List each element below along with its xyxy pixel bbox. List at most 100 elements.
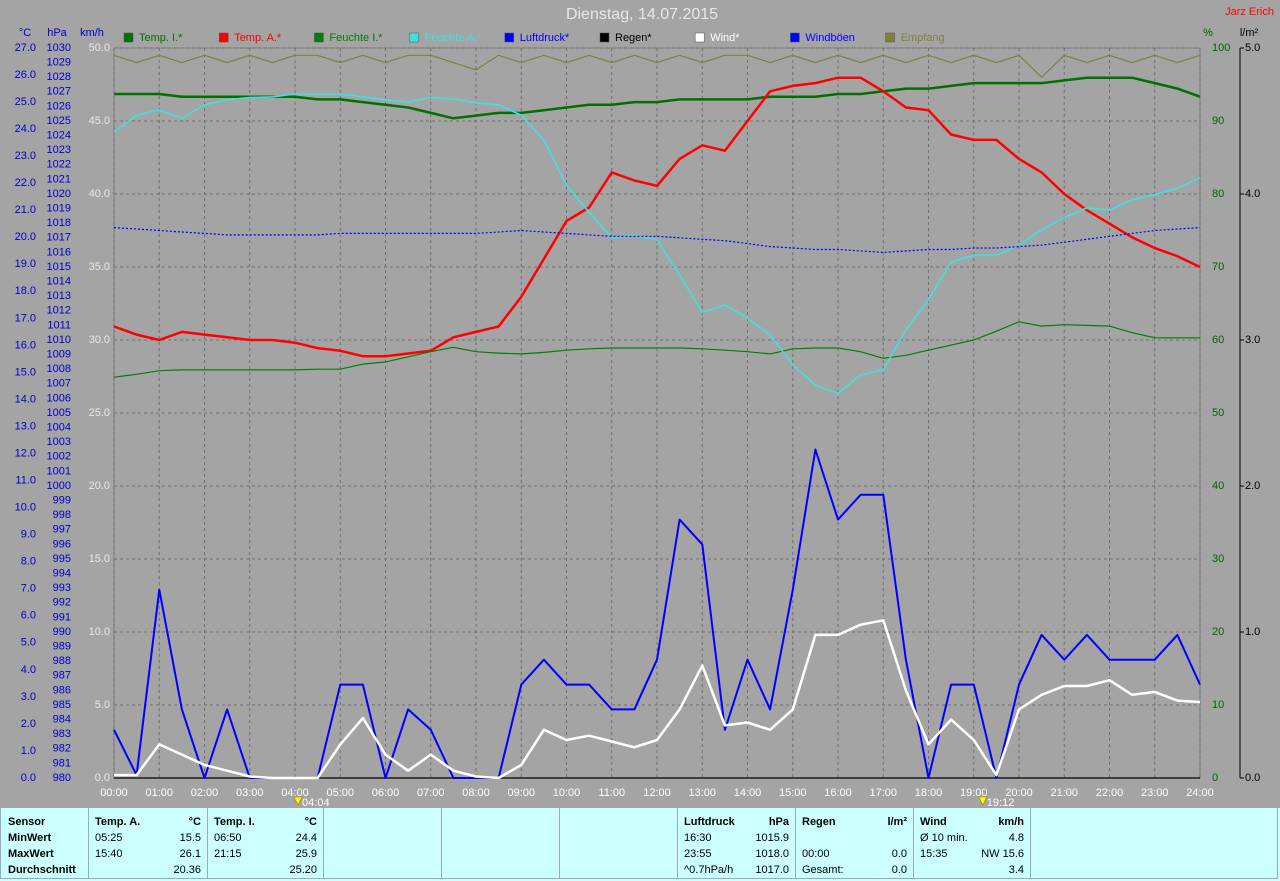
y-tick-label: 3.0: [1245, 334, 1260, 346]
y-tick-label: 1009: [47, 349, 71, 361]
series-line: [114, 76, 1201, 120]
stat-label: 05:25: [95, 832, 123, 844]
chart-title: Dienstag, 14.07.2015: [566, 6, 718, 23]
x-tick-label: 13:00: [688, 787, 716, 799]
panel-unit: hPa: [768, 816, 789, 828]
y-tick-label: 20.0: [15, 231, 36, 243]
y-tick-label: 21.0: [15, 204, 36, 216]
stat-label: 15:40: [95, 848, 123, 860]
stats-panel: Temp. I. °C 06:50 24.4 21:15 25.9 25.20: [207, 808, 324, 879]
y-tick-label: 989: [53, 641, 71, 653]
y-tick-label: 1.0: [21, 745, 36, 757]
sensor-panel: Sensor MinWert MaxWert Durchschnitt: [0, 808, 89, 879]
y-tick-label: 60: [1212, 334, 1224, 346]
x-tick-label: 10:00: [553, 787, 581, 799]
y-tick-label: 8.0: [21, 556, 36, 568]
stat-value: NW 15.6: [981, 848, 1024, 860]
legend-label: Regen*: [615, 32, 652, 44]
x-tick-label: 09:00: [507, 787, 535, 799]
x-tick-label: 11:00: [598, 787, 625, 799]
y-tick-label: 988: [53, 655, 71, 667]
y-tick-label: 10.0: [15, 502, 36, 514]
legend-swatch: [504, 32, 515, 43]
legend-label: Feuchte I.*: [329, 32, 383, 44]
y-tick-label: 50: [1212, 407, 1224, 419]
axis-unit: l/m²: [1240, 27, 1259, 39]
y-tick-label: 11.0: [15, 474, 36, 486]
x-tick-label: 12:00: [643, 787, 671, 799]
y-tick-label: 1016: [47, 246, 71, 258]
series-line: [113, 76, 1201, 358]
stat-value: 3.4: [1008, 864, 1024, 876]
axis-unit: °C: [19, 27, 31, 39]
panel-header: Luftdruck: [684, 816, 735, 828]
axis-unit: %: [1203, 27, 1213, 39]
stat-label: 15:35: [920, 848, 948, 860]
stat-value: 1015.9: [755, 832, 789, 844]
y-tick-label: 18.0: [15, 285, 36, 297]
y-tick-label: 40: [1212, 480, 1224, 492]
legend-swatch: [314, 32, 324, 43]
legend-label: Temp. A.*: [234, 32, 282, 44]
y-tick-label: 991: [53, 611, 71, 623]
y-tick-label: 1013: [47, 290, 71, 302]
x-tick-label: 22:00: [1096, 787, 1124, 799]
x-tick-label: 04:00: [281, 787, 309, 799]
series-line: [114, 619, 1201, 780]
stats-panel: [441, 808, 560, 879]
sun-marker-label: 04:04: [302, 797, 330, 808]
y-tick-label: 27.0: [15, 42, 36, 54]
y-tick-label: 984: [53, 714, 71, 726]
stats-panel: [559, 808, 678, 879]
y-tick-label: 45.0: [89, 115, 110, 127]
y-tick-label: 4.0: [21, 664, 36, 676]
legend-swatch: [599, 32, 610, 43]
y-tick-label: 1014: [47, 276, 71, 288]
stat-label: Ø 10 min.: [920, 832, 968, 844]
legend-label: Luftdruck*: [520, 32, 570, 44]
y-tick-label: 15.0: [89, 553, 110, 565]
stat-value: 4.8: [1008, 832, 1024, 844]
stat-label: 21:15: [214, 848, 242, 860]
y-tick-label: 1021: [47, 173, 71, 185]
x-tick-label: 07:00: [417, 787, 445, 799]
legend-label: Feuchte A.*: [425, 32, 483, 44]
chart: Dienstag, 14.07.2015 Jarz Erich 00:00 01:…: [14, 5, 1274, 808]
panel-header: Temp. A.: [95, 816, 141, 828]
y-tick-label: 26.0: [15, 69, 36, 81]
x-tick-label: 08:00: [462, 787, 490, 799]
y-tick-label: 982: [53, 743, 71, 755]
panel-unit: l/m²: [887, 816, 907, 828]
stat-value: 1017.0: [755, 864, 789, 876]
y-tick-label: 1028: [47, 71, 71, 83]
sun-marker: [293, 796, 303, 806]
stat-value: 25.9: [295, 848, 317, 860]
y-tick-label: 985: [53, 699, 71, 711]
y-tick-label: 1002: [47, 451, 71, 463]
stats-panel: Wind km/h Ø 10 min. 4.8 15:35 NW 15.6 3.4: [913, 808, 1031, 879]
legend-swatch: [123, 32, 134, 43]
stat-label: 23:55: [684, 848, 712, 860]
legend-swatch: [409, 32, 419, 43]
y-tick-label: 4.0: [1245, 188, 1260, 200]
y-tick-label: 1006: [47, 392, 71, 404]
author: Jarz Erich: [1225, 6, 1274, 18]
y-tick-label: 996: [53, 538, 71, 550]
y-tick-label: 1023: [47, 144, 71, 156]
row-label: Sensor: [8, 816, 46, 828]
panel-header: Wind: [920, 816, 947, 828]
y-tick-label: 1004: [47, 422, 71, 434]
y-tick-label: 1022: [47, 159, 71, 171]
y-tick-label: 1018: [47, 217, 71, 229]
stat-label: ^0.7hPa/h: [684, 864, 734, 876]
panel-header: Temp. I.: [214, 816, 255, 828]
y-tick-label: 30.0: [89, 334, 110, 346]
y-tick-label: 1029: [47, 57, 71, 69]
y-tick-label: 1012: [47, 305, 71, 317]
x-tick-label: 00:00: [100, 787, 128, 799]
y-tick-label: 995: [53, 553, 71, 565]
y-tick-label: 0.0: [95, 772, 110, 784]
x-tick-label: 01:00: [145, 787, 173, 799]
y-tick-label: 999: [53, 495, 71, 507]
x-tick-label: 02:00: [191, 787, 219, 799]
